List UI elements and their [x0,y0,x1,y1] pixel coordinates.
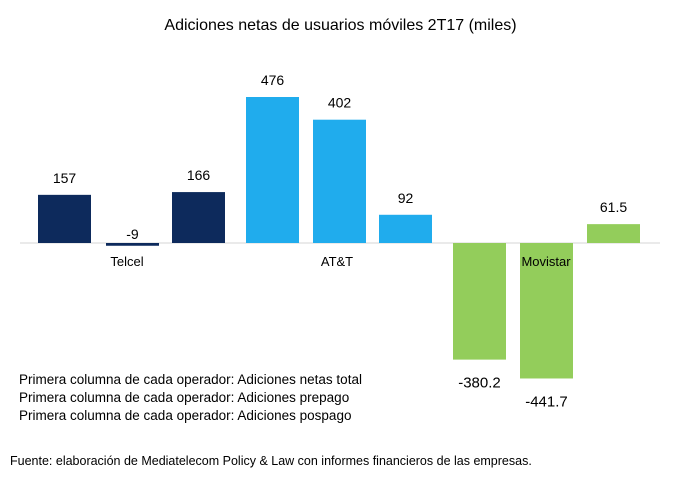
bar [246,97,299,243]
note-line: Primera columna de cada operador: Adicio… [19,408,352,423]
data-label: 92 [398,190,414,206]
chart-title: Adiciones netas de usuarios móviles 2T17… [164,17,517,34]
data-label: -9 [126,226,139,242]
source-note: Fuente: elaboración de Mediatelecom Poli… [10,454,532,468]
bar [172,192,225,243]
data-label: 61.5 [600,199,627,215]
data-label: -441.7 [525,393,568,410]
bar [106,243,159,246]
data-label: -380.2 [458,375,501,392]
note-line: Primera columna de cada operador: Adicio… [19,372,362,387]
bar [587,224,640,243]
data-label: 476 [261,72,285,88]
bar [453,243,506,360]
category-label: Telcel [110,254,143,269]
category-label: AT&T [321,254,353,269]
bar [313,119,366,243]
category-label: Movistar [521,254,571,269]
data-label: 157 [53,170,77,186]
data-label: 402 [328,95,352,111]
chart-notes: Primera columna de cada operador: Adicio… [19,371,362,425]
bar [520,243,573,379]
plot-area: 157 -9 166 476 402 92 -380.2 -441.7 61.5 Telcel AT… [20,72,660,410]
data-label: 166 [187,167,211,183]
note-line: Primera columna de cada operador: Adicio… [19,390,350,405]
bar [379,214,432,243]
bar [38,194,91,243]
